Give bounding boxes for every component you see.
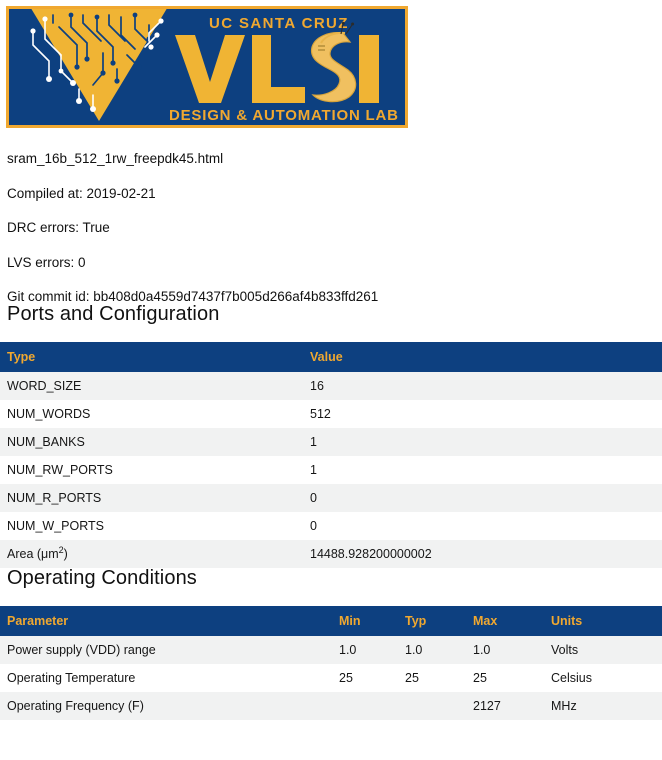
cell-pad <box>652 427 662 456</box>
cell-pad <box>652 483 662 512</box>
cell-value: 16 <box>310 371 652 400</box>
cell-typ: 25 <box>405 663 473 692</box>
table-row: Operating Temperature 25 25 25 Celsius <box>0 663 662 692</box>
logo-top-text: UC SANTA CRUZ <box>209 15 349 32</box>
cell-typ: 1.0 <box>405 635 473 664</box>
cell-value: 1 <box>310 455 652 484</box>
cell-parameter: Operating Temperature <box>0 663 339 692</box>
vlsi-lab-logo-banner: UC SANTA CRUZ DESIGN & AUTOMATION LAB <box>6 6 408 128</box>
cell-typ <box>405 691 473 720</box>
ports-table-header: Type Value <box>0 341 662 372</box>
cell-pad <box>652 539 662 568</box>
table-right-pad <box>652 341 662 372</box>
cell-units: MHz <box>551 691 652 720</box>
operating-conditions-table: Parameter Min Typ Max Units Power supply… <box>0 605 662 720</box>
compiled-at: Compiled at: 2019-02-21 <box>7 185 156 201</box>
cell-min <box>339 691 405 720</box>
cell-type: NUM_W_PORTS <box>0 511 310 540</box>
cell-parameter: Operating Frequency (F) <box>0 691 339 720</box>
column-header-value: Value <box>310 341 652 372</box>
lvs-errors: LVS errors: 0 <box>7 254 86 270</box>
cell-value: 0 <box>310 511 652 540</box>
cell-value: 0 <box>310 483 652 512</box>
column-header-min: Min <box>339 605 405 636</box>
ports-section-heading: Ports and Configuration <box>7 302 220 325</box>
column-header-type: Type <box>0 341 310 372</box>
cell-pad <box>652 663 662 692</box>
cell-max: 1.0 <box>473 635 551 664</box>
cell-max: 25 <box>473 663 551 692</box>
banana-slug-mascot-icon <box>310 21 357 103</box>
logo-artwork: UC SANTA CRUZ DESIGN & AUTOMATION LAB <box>9 9 405 125</box>
cell-pad <box>652 455 662 484</box>
cell-min: 25 <box>339 663 405 692</box>
table-row: Area (μm2) 14488.928200000002 <box>0 539 662 568</box>
cell-min: 1.0 <box>339 635 405 664</box>
cell-type: WORD_SIZE <box>0 371 310 400</box>
cell-pad <box>652 399 662 428</box>
cell-type: NUM_RW_PORTS <box>0 455 310 484</box>
cell-pad <box>652 635 662 664</box>
table-row: Operating Frequency (F) 2127 MHz <box>0 691 662 720</box>
column-header-typ: Typ <box>405 605 473 636</box>
cell-type: NUM_R_PORTS <box>0 483 310 512</box>
column-header-units: Units <box>551 605 652 636</box>
cell-type: NUM_WORDS <box>0 399 310 428</box>
logo-vlsi-letters <box>175 35 379 103</box>
ports-configuration-table: Type Value WORD_SIZE 16 NUM_WORDS 512 NUM_BA… <box>0 341 662 568</box>
cell-parameter: Power supply (VDD) range <box>0 635 339 664</box>
drc-errors: DRC errors: True <box>7 220 110 235</box>
cell-value: 14488.928200000002 <box>310 539 652 568</box>
circuit-triangle-icon <box>30 9 167 121</box>
cell-value: 512 <box>310 399 652 428</box>
superscript-two: 2 <box>58 544 64 555</box>
cell-pad <box>652 371 662 400</box>
operating-section-heading: Operating Conditions <box>7 566 197 589</box>
table-row: NUM_W_PORTS 0 <box>0 511 662 540</box>
table-row: Power supply (VDD) range 1.0 1.0 1.0 Volts <box>0 635 662 664</box>
column-header-parameter: Parameter <box>0 605 339 636</box>
table-right-pad <box>652 605 662 636</box>
table-row: NUM_R_PORTS 0 <box>0 483 662 512</box>
git-commit-id: Git commit id: bb408d0a4559d7437f7b005d2… <box>7 289 379 304</box>
table-header-row: Parameter Min Typ Max Units <box>0 605 662 636</box>
cell-units: Celsius <box>551 663 652 692</box>
column-header-max: Max <box>473 605 551 636</box>
cell-pad <box>652 511 662 540</box>
report-metadata: sram_16b_512_1rw_freepdk45.html Compiled… <box>0 152 662 304</box>
table-row: WORD_SIZE 16 <box>0 371 662 400</box>
cell-max: 2127 <box>473 691 551 720</box>
cell-units: Volts <box>551 635 652 664</box>
cell-value: 1 <box>310 427 652 456</box>
table-row: NUM_WORDS 512 <box>0 399 662 428</box>
ports-table-body: WORD_SIZE 16 NUM_WORDS 512 NUM_BANKS 1 NUM_RW_… <box>0 371 662 568</box>
cell-type: NUM_BANKS <box>0 427 310 456</box>
cell-pad <box>652 691 662 720</box>
table-row: NUM_BANKS 1 <box>0 427 662 456</box>
operating-table-header: Parameter Min Typ Max Units <box>0 605 662 636</box>
logo-bottom-text: DESIGN & AUTOMATION LAB <box>169 107 399 124</box>
report-filename: sram_16b_512_1rw_freepdk45.html <box>7 151 224 166</box>
cell-type: Area (μm2) <box>0 539 310 568</box>
table-header-row: Type Value <box>0 341 662 372</box>
table-row: NUM_RW_PORTS 1 <box>0 455 662 484</box>
operating-table-body: Power supply (VDD) range 1.0 1.0 1.0 Volts Op… <box>0 635 662 720</box>
